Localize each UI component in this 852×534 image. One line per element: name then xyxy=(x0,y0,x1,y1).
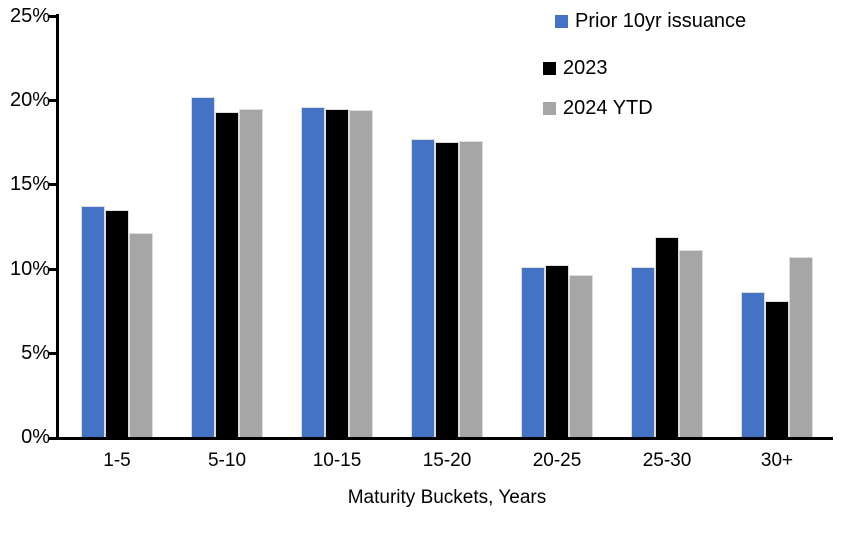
legend-swatch-2023 xyxy=(543,61,556,75)
legend-swatch-prior-10yr-issuance xyxy=(555,14,568,28)
bar-prior-10yr-issuance-15-20 xyxy=(411,139,435,437)
legend-label-prior-10yr-issuance: Prior 10yr issuance xyxy=(575,9,747,32)
y-axis-tick xyxy=(48,99,57,102)
x-axis-label-5-10: 5-10 xyxy=(207,450,247,471)
bar-group-10-15 xyxy=(282,107,392,437)
bar-group-1-5 xyxy=(62,206,172,437)
bar-group-25-30 xyxy=(612,237,722,437)
y-axis-tick-label: 5% xyxy=(21,342,50,364)
bar-group-20-25 xyxy=(502,265,612,437)
bar-group-15-20 xyxy=(392,139,502,437)
legend-label-2024-ytd: 2024 YTD xyxy=(563,96,653,119)
bar-2024-ytd-1-5 xyxy=(129,233,153,437)
x-axis-label-25-30: 25-30 xyxy=(642,450,692,471)
bar-prior-10yr-issuance-25-30 xyxy=(631,267,655,437)
bar-2024-ytd-10-15 xyxy=(349,110,373,437)
y-axis-tick-label: 25% xyxy=(9,5,50,27)
bar-2024-ytd-20-25 xyxy=(569,275,593,437)
bar-2023-10-15 xyxy=(325,109,349,437)
bar-group-5-10 xyxy=(172,97,282,437)
bar-group-30+ xyxy=(722,257,832,437)
bar-prior-10yr-issuance-10-15 xyxy=(301,107,325,437)
x-axis-label-15-20: 15-20 xyxy=(422,450,472,471)
y-axis-tick-label: 10% xyxy=(9,258,50,280)
x-axis-title: Maturity Buckets, Years xyxy=(347,487,547,508)
y-axis-line xyxy=(56,14,59,440)
x-axis-label-30+: 30+ xyxy=(760,450,794,471)
x-axis-label-10-15: 10-15 xyxy=(312,450,362,471)
y-axis-tick xyxy=(48,15,57,18)
bar-2024-ytd-25-30 xyxy=(679,250,703,437)
bar-2023-15-20 xyxy=(435,142,459,437)
bar-2024-ytd-5-10 xyxy=(239,109,263,437)
y-axis-tick xyxy=(48,268,57,271)
legend-swatch-2024-ytd xyxy=(543,101,556,115)
y-axis-tick-label: 20% xyxy=(9,89,50,111)
x-axis-label-20-25: 20-25 xyxy=(532,450,582,471)
bar-2023-5-10 xyxy=(215,112,239,437)
bar-2023-30+ xyxy=(765,301,789,437)
y-axis-tick xyxy=(48,352,57,355)
bar-2024-ytd-30+ xyxy=(789,257,813,437)
bar-prior-10yr-issuance-30+ xyxy=(741,292,765,437)
bar-2024-ytd-15-20 xyxy=(459,141,483,437)
y-axis-tick xyxy=(48,437,57,440)
y-axis-tick xyxy=(48,183,57,186)
bar-2023-25-30 xyxy=(655,237,679,437)
bar-prior-10yr-issuance-1-5 xyxy=(81,206,105,437)
x-axis-label-1-5: 1-5 xyxy=(103,450,131,471)
bar-2023-20-25 xyxy=(545,265,569,437)
y-axis-tick-label: 0% xyxy=(21,426,50,448)
y-axis-tick-label: 15% xyxy=(9,173,50,195)
legend-label-2023: 2023 xyxy=(563,56,608,79)
bar-2023-1-5 xyxy=(105,210,129,437)
bar-prior-10yr-issuance-5-10 xyxy=(191,97,215,437)
legend-item-2023: 2023 xyxy=(543,55,608,81)
legend-item-prior-10yr-issuance: Prior 10yr issuance xyxy=(555,8,746,34)
bar-prior-10yr-issuance-20-25 xyxy=(521,267,545,437)
x-axis-line xyxy=(56,437,833,440)
legend-item-2024-ytd: 2024 YTD xyxy=(543,95,653,121)
